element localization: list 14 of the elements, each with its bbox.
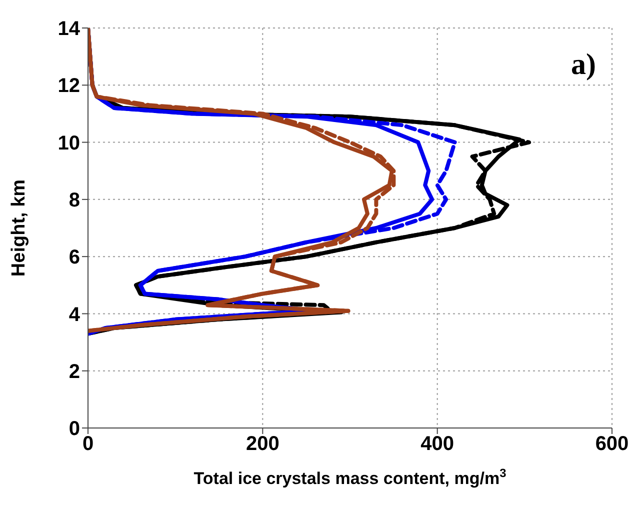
x-tick-label: 200 (246, 433, 280, 456)
y-tick-label: 14 (58, 18, 81, 40)
y-tick-label: 10 (58, 132, 80, 154)
y-axis-title: Height, km (8, 179, 30, 277)
x-axis-title: Total ice crystals mass content, mg/m$^{3}$ (194, 466, 507, 488)
x-tick-label: 400 (420, 433, 454, 456)
x-tick-label: 600 (595, 433, 629, 456)
y-tick-label: 12 (58, 75, 80, 98)
y-tick-label: 6 (68, 246, 80, 269)
annotation: a) (571, 48, 596, 82)
y-tick-label: 8 (68, 190, 80, 212)
y-tick-label: 2 (68, 360, 80, 383)
y-tick-label: 4 (68, 304, 81, 326)
y-tick-label: 0 (68, 418, 80, 440)
